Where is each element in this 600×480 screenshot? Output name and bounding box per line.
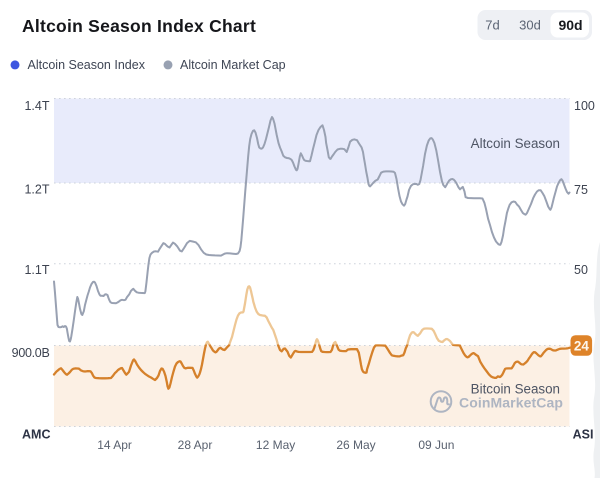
svg-text:28 Apr: 28 Apr (178, 438, 213, 452)
svg-text:Altcoin Market Cap: Altcoin Market Cap (180, 58, 286, 72)
svg-text:900.0B: 900.0B (12, 346, 50, 360)
svg-text:7d: 7d (485, 18, 499, 33)
svg-text:ASI: ASI (573, 428, 594, 442)
svg-text:14 Apr: 14 Apr (97, 438, 132, 452)
svg-text:24: 24 (574, 339, 590, 354)
svg-text:1.4T: 1.4T (24, 99, 49, 113)
svg-text:90d: 90d (558, 17, 582, 33)
svg-text:AMC: AMC (22, 428, 50, 442)
svg-text:Altcoin Season Index Chart: Altcoin Season Index Chart (22, 16, 256, 36)
svg-text:CoinMarketCap: CoinMarketCap (459, 395, 563, 411)
svg-text:30d: 30d (519, 18, 541, 33)
svg-text:Altcoin Season: Altcoin Season (471, 136, 560, 151)
svg-text:1.1T: 1.1T (24, 263, 49, 277)
svg-text:Altcoin Season Index: Altcoin Season Index (28, 58, 146, 72)
svg-text:100: 100 (574, 99, 595, 113)
svg-text:26 May: 26 May (336, 438, 375, 452)
svg-text:09 Jun: 09 Jun (418, 438, 454, 452)
svg-text:1.2T: 1.2T (24, 182, 49, 196)
svg-text:50: 50 (574, 263, 588, 277)
svg-text:Bitcoin Season: Bitcoin Season (471, 382, 560, 397)
svg-text:75: 75 (574, 183, 588, 197)
svg-text:12 May: 12 May (256, 438, 295, 452)
